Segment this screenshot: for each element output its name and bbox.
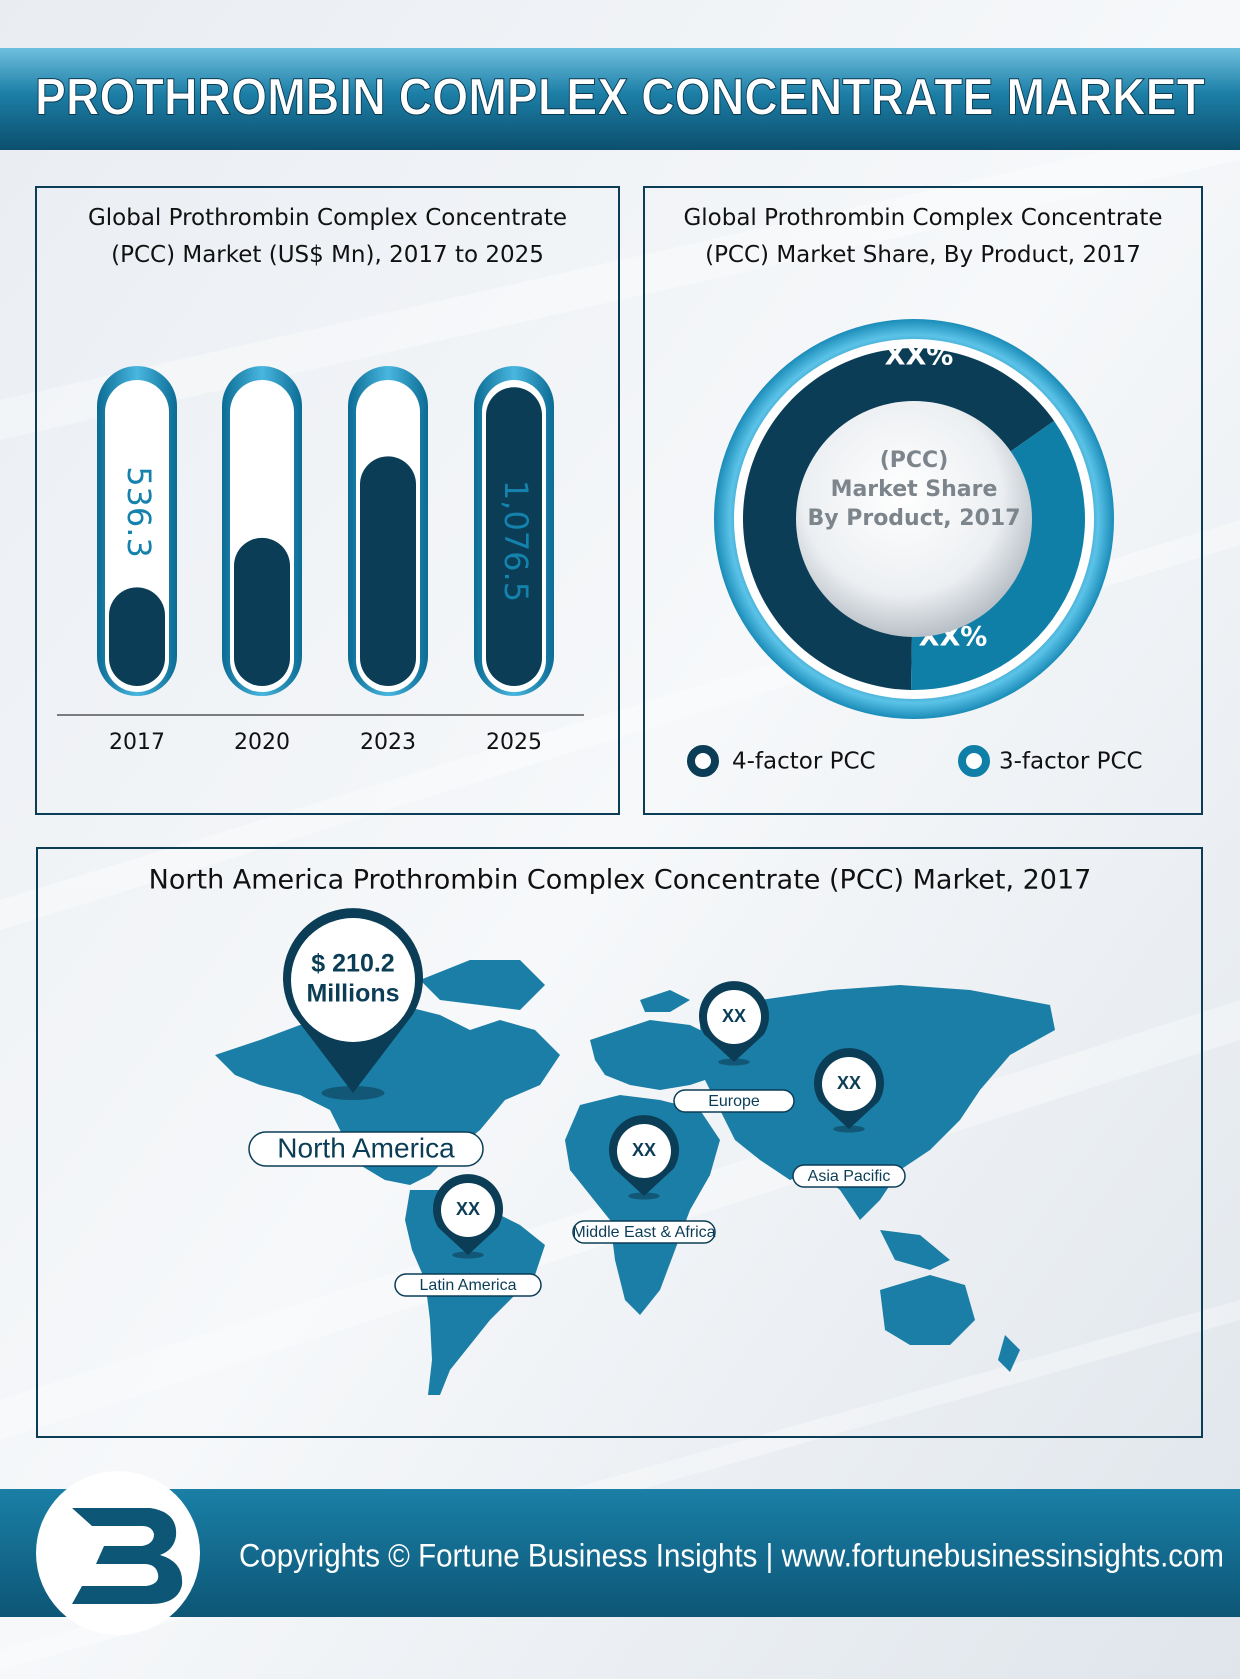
bar-panel <box>35 186 620 815</box>
region-pill <box>394 1273 542 1297</box>
legend-marker <box>687 745 719 777</box>
value-label: 536.3 <box>120 466 158 558</box>
pin-face <box>441 1183 495 1237</box>
pin-value: XX <box>632 1140 656 1160</box>
pie-title-box: Global Prothrombin Complex Concentrate (… <box>683 205 1163 268</box>
region-pill <box>673 1089 795 1113</box>
pin-value: XX <box>456 1199 480 1219</box>
bar <box>360 456 416 686</box>
pin-value: $ 210.2 <box>311 950 394 978</box>
footer-band <box>0 1489 1240 1617</box>
bar <box>486 387 542 686</box>
x-tick-label: 2017 <box>109 730 165 755</box>
center-text: (PCC) <box>880 448 949 473</box>
center-text: By Product, 2017 <box>807 506 1020 531</box>
segment-label: XX% <box>885 341 954 372</box>
pin-face <box>707 990 761 1044</box>
map-title: North America Prothrombin Complex Concen… <box>149 865 1092 896</box>
pie-chart-title: Global Prothrombin Complex Concentrate (… <box>683 205 1163 268</box>
region-label: Asia Pacific <box>808 1168 891 1185</box>
region-label: Europe <box>708 1093 760 1110</box>
logo-mark <box>72 1508 183 1604</box>
pin-face <box>291 918 415 1042</box>
pin-face <box>617 1124 671 1178</box>
legend-label: 4-factor PCC <box>732 749 876 775</box>
bar <box>109 587 165 686</box>
footer-text: Copyrights © Fortune Business Insights |… <box>239 1537 1224 1573</box>
hub <box>796 401 1032 637</box>
bar-title-box: Global Prothrombin Complex Concentrate (… <box>87 205 568 268</box>
region-label: Latin America <box>420 1277 517 1294</box>
bar <box>234 537 290 686</box>
bar-chart-title: Global Prothrombin Complex Concentrate (… <box>87 205 568 268</box>
pin-value: Millions <box>306 980 399 1008</box>
region-pill <box>248 1131 484 1167</box>
page-title: PROTHROMBIN COMPLEX CONCENTRATE MARKET <box>35 69 1205 127</box>
value-label: 1,076.5 <box>497 480 535 602</box>
pin-value: XX <box>837 1073 861 1093</box>
region-label: North America <box>277 1132 455 1163</box>
pin-face <box>822 1057 876 1111</box>
pie-segment <box>743 347 1055 690</box>
map-panel <box>36 847 1203 1438</box>
pie-panel <box>643 186 1203 815</box>
legend-label: 3-factor PCC <box>999 749 1143 775</box>
x-tick-label: 2025 <box>486 730 542 755</box>
x-tick-label: 2020 <box>234 730 290 755</box>
bar-chart: 2017 536.3 2020 2023 2025 1,076.5 <box>97 366 554 755</box>
region-label: Middle East & Africa <box>572 1224 715 1241</box>
region-pill <box>572 1220 716 1244</box>
center-text: Market Share <box>831 477 998 502</box>
x-tick-label: 2023 <box>360 730 416 755</box>
region-pill <box>792 1164 906 1188</box>
legend-marker <box>958 745 990 777</box>
pin-value: XX <box>722 1006 746 1026</box>
header-band <box>0 48 1240 150</box>
